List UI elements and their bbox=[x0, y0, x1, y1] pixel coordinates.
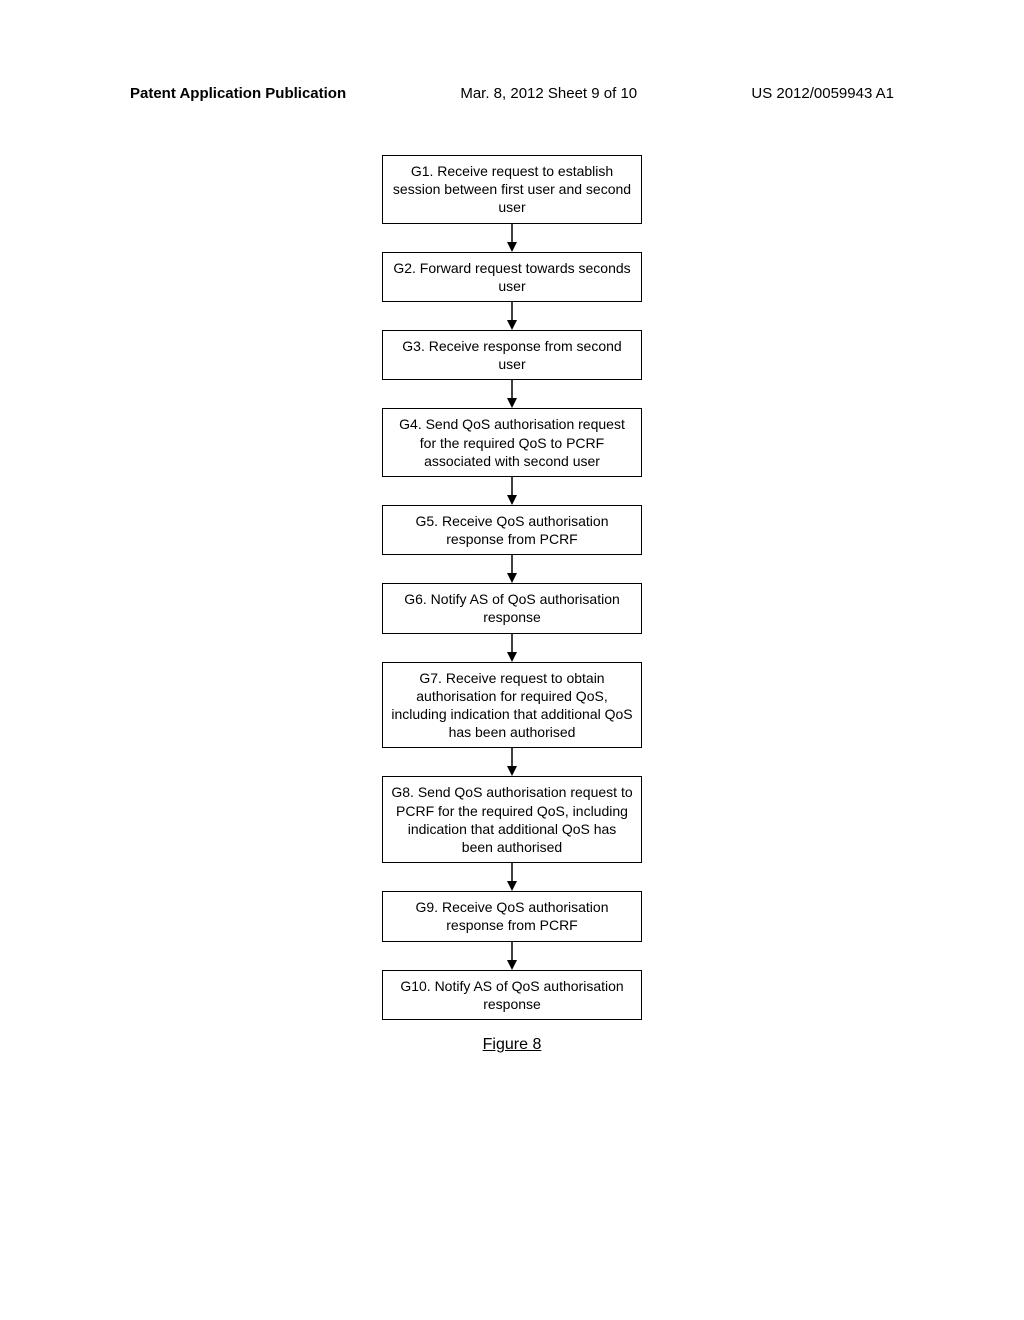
flow-arrow bbox=[372, 634, 652, 662]
header-left: Patent Application Publication bbox=[130, 85, 346, 102]
arrow-down-icon bbox=[502, 302, 522, 330]
flow-step-g7: G7. Receive request to obtain authorisat… bbox=[382, 662, 642, 749]
flowchart-container: G1. Receive request to establish session… bbox=[372, 155, 652, 1054]
flow-step-g5: G5. Receive QoS authorisation response f… bbox=[382, 505, 642, 555]
flow-arrow bbox=[372, 380, 652, 408]
arrow-down-icon bbox=[502, 942, 522, 970]
arrow-down-icon bbox=[502, 224, 522, 252]
flow-step-g3: G3. Receive response from second user bbox=[382, 330, 642, 380]
flow-step-g6: G6. Notify AS of QoS authorisation respo… bbox=[382, 583, 642, 633]
arrow-down-icon bbox=[502, 380, 522, 408]
flow-step-g9: G9. Receive QoS authorisation response f… bbox=[382, 891, 642, 941]
flow-step-g2: G2. Forward request towards seconds user bbox=[382, 252, 642, 302]
flow-arrow bbox=[372, 477, 652, 505]
header-right: US 2012/0059943 A1 bbox=[751, 85, 894, 102]
arrow-down-icon bbox=[502, 634, 522, 662]
flow-arrow bbox=[372, 555, 652, 583]
flow-arrow bbox=[372, 942, 652, 970]
figure-caption: Figure 8 bbox=[483, 1036, 542, 1054]
page-header: Patent Application Publication Mar. 8, 2… bbox=[0, 85, 1024, 102]
flow-step-g10: G10. Notify AS of QoS authorisation resp… bbox=[382, 970, 642, 1020]
arrow-down-icon bbox=[502, 477, 522, 505]
arrow-down-icon bbox=[502, 863, 522, 891]
flow-arrow bbox=[372, 748, 652, 776]
flow-step-g8: G8. Send QoS authorisation request to PC… bbox=[382, 776, 642, 863]
arrow-down-icon bbox=[502, 555, 522, 583]
flow-arrow bbox=[372, 224, 652, 252]
flow-step-g1: G1. Receive request to establish session… bbox=[382, 155, 642, 224]
flow-step-g4: G4. Send QoS authorisation request for t… bbox=[382, 408, 642, 477]
arrow-down-icon bbox=[502, 748, 522, 776]
flow-arrow bbox=[372, 302, 652, 330]
header-center: Mar. 8, 2012 Sheet 9 of 10 bbox=[460, 85, 637, 102]
flow-arrow bbox=[372, 863, 652, 891]
